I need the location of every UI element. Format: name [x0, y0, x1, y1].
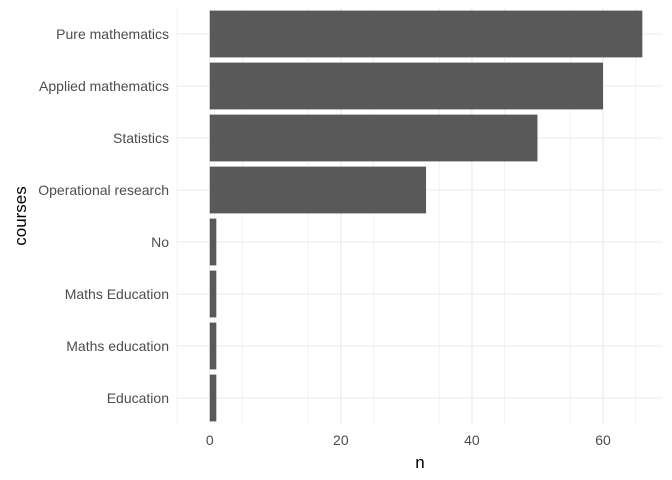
- y-tick-labels: Pure mathematics Applied mathematics Stati…: [38, 26, 169, 406]
- bars: [209, 10, 643, 422]
- y-tick-label: Applied mathematics: [39, 78, 169, 94]
- x-tick-label: 40: [464, 432, 480, 448]
- bar: [209, 218, 217, 266]
- bar: [209, 166, 427, 214]
- x-tick-label: 60: [595, 432, 611, 448]
- x-tick-label: 20: [333, 432, 349, 448]
- y-tick-label: Maths Education: [65, 286, 169, 302]
- x-tick-labels: 0 20 40 60: [206, 432, 611, 448]
- bar: [209, 374, 217, 422]
- bar: [209, 270, 217, 318]
- y-tick-label: Education: [107, 390, 169, 406]
- bar: [209, 114, 538, 162]
- y-tick-label: Statistics: [113, 130, 169, 146]
- x-axis-title: n: [415, 453, 424, 472]
- bar: [209, 322, 217, 370]
- y-tick-label: Pure mathematics: [56, 26, 169, 42]
- y-tick-label: No: [151, 234, 169, 250]
- bar: [209, 62, 604, 110]
- x-tick-label: 0: [206, 432, 214, 448]
- y-axis-title: courses: [11, 186, 30, 246]
- y-tick-label: Maths education: [66, 338, 169, 354]
- y-tick-label: Operational research: [38, 182, 169, 198]
- bar: [209, 10, 643, 58]
